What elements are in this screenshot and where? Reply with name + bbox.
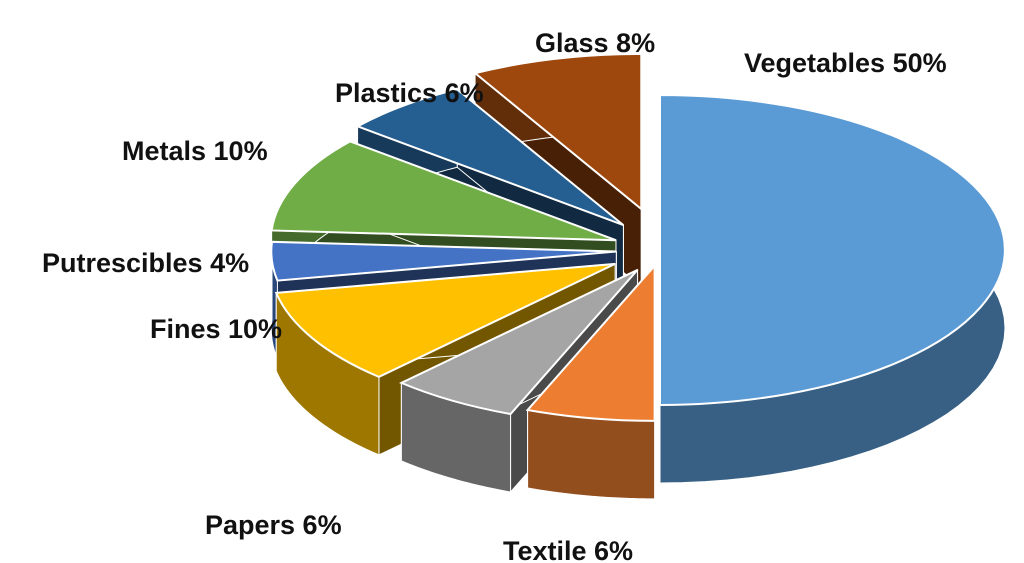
slice-label-vegetables: Vegetables 50% xyxy=(744,48,947,78)
slice-textile xyxy=(525,263,656,422)
slice-plastics xyxy=(355,88,625,227)
slice-label-plastics: Plastics 6% xyxy=(335,78,484,108)
slice-label-textile: Textile 6% xyxy=(503,536,633,563)
slice-label-fines: Fines 10% xyxy=(150,314,282,344)
slice-putrescibles xyxy=(270,240,617,282)
slice-wall-textile xyxy=(527,409,656,500)
slice-label-metals: Metals 10% xyxy=(122,136,268,166)
slice-label-papers: Papers 6% xyxy=(205,510,342,540)
slice-papers xyxy=(398,268,639,416)
slice-glass xyxy=(472,52,643,212)
slice-vegetables xyxy=(659,93,1006,407)
slice-tops-layer xyxy=(270,52,1006,422)
slice-metals xyxy=(270,140,617,242)
slice-fines xyxy=(274,262,616,378)
slice-label-glass: Glass 8% xyxy=(535,28,655,58)
slice-labels-layer: Vegetables 50% Textile 6% Papers 6% Fine… xyxy=(42,28,947,563)
slice-label-putrescibles: Putrescibles 4% xyxy=(42,248,249,278)
